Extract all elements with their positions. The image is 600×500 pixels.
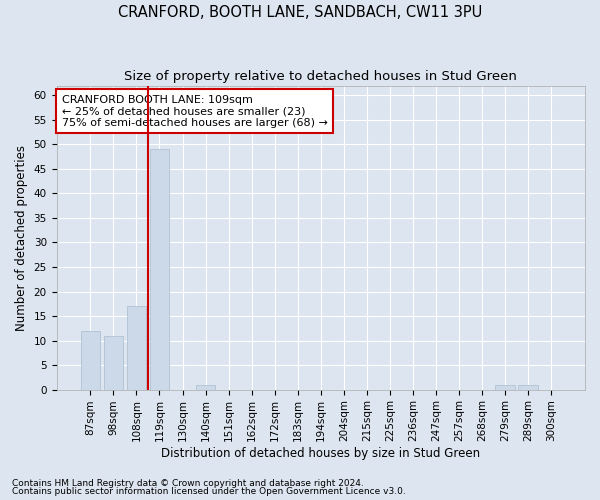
Title: Size of property relative to detached houses in Stud Green: Size of property relative to detached ho…: [124, 70, 517, 83]
Y-axis label: Number of detached properties: Number of detached properties: [15, 144, 28, 330]
Text: Contains HM Land Registry data © Crown copyright and database right 2024.: Contains HM Land Registry data © Crown c…: [12, 478, 364, 488]
Bar: [80, 331, 100, 390]
Text: Contains public sector information licensed under the Open Government Licence v3: Contains public sector information licen…: [12, 487, 406, 496]
Bar: [196, 384, 215, 390]
Bar: [127, 306, 146, 390]
Bar: [149, 150, 169, 390]
Text: CRANFORD BOOTH LANE: 109sqm
← 25% of detached houses are smaller (23)
75% of sem: CRANFORD BOOTH LANE: 109sqm ← 25% of det…: [62, 94, 328, 128]
Bar: [496, 384, 515, 390]
Text: CRANFORD, BOOTH LANE, SANDBACH, CW11 3PU: CRANFORD, BOOTH LANE, SANDBACH, CW11 3PU: [118, 5, 482, 20]
Bar: [104, 336, 123, 390]
X-axis label: Distribution of detached houses by size in Stud Green: Distribution of detached houses by size …: [161, 447, 481, 460]
Bar: [518, 384, 538, 390]
